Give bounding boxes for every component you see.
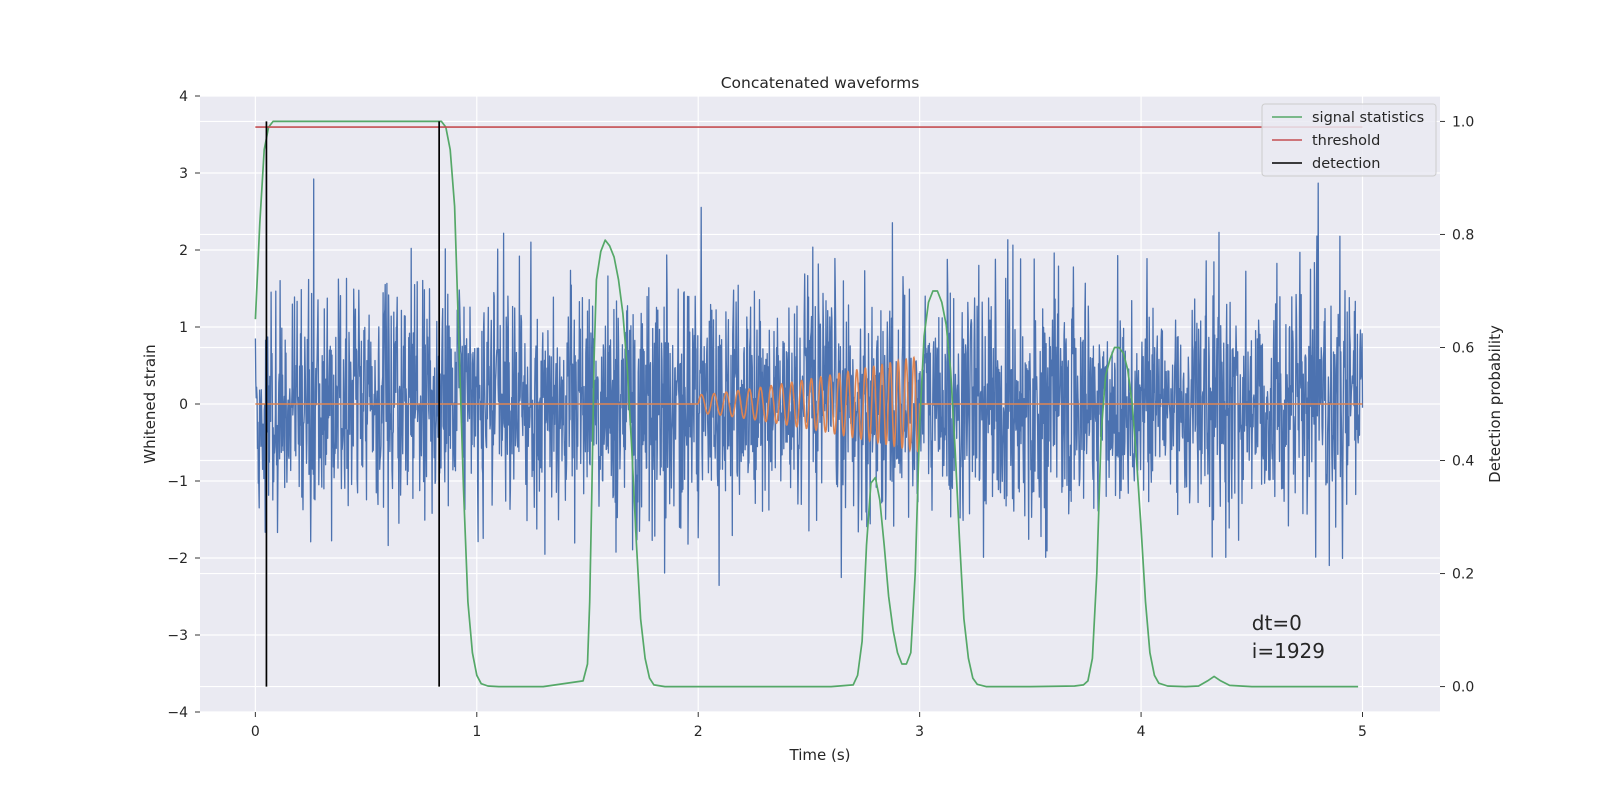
- axis-ticks: 0 1 2 3 4 5 −4 −3 −2 −1 0 1 2 3 4 0.0 0.2 0.4 0.6 0.8 1.0: [167, 89, 1474, 740]
- legend-label-signal-statistics: signal statistics: [1312, 110, 1424, 126]
- y-axis-label: Whitened strain: [141, 344, 159, 463]
- legend-label-threshold: threshold: [1312, 133, 1380, 149]
- signal-statistics-line: [254, 120, 1359, 688]
- template-series: [255, 355, 1363, 453]
- y-tick-label: 4: [179, 89, 188, 105]
- x-tick-label: 1: [472, 724, 481, 740]
- x-tick-label: 0: [251, 724, 260, 740]
- x-axis-label: Time (s): [789, 746, 851, 764]
- y-tick-label: −4: [167, 705, 188, 721]
- y-right-tick-label: 0.4: [1452, 454, 1474, 470]
- y-tick-label: 0: [179, 397, 188, 413]
- legend-label-detection: detection: [1312, 156, 1380, 172]
- chart-title: Concatenated waveforms: [721, 74, 920, 92]
- x-tick-label: 5: [1358, 724, 1367, 740]
- annotation-dt: dt=0: [1252, 611, 1302, 635]
- y-right-tick-label: 1.0: [1452, 114, 1474, 130]
- y-tick-label: −1: [167, 474, 188, 490]
- y-right-tick-label: 0.2: [1452, 567, 1474, 583]
- detection-series: [265, 121, 440, 687]
- y-tick-label: 1: [179, 320, 188, 336]
- x-tick-label: 2: [694, 724, 703, 740]
- signal-statistics-series: [254, 120, 1359, 688]
- y-axis-label-right: Detection probability: [1486, 325, 1504, 483]
- template-line: [255, 355, 1363, 453]
- y-tick-label: −2: [167, 551, 188, 567]
- y-tick-label: 3: [179, 166, 188, 182]
- y-tick-label: −3: [167, 628, 188, 644]
- legend: signal statistics threshold detection: [1261, 103, 1437, 177]
- y-right-tick-label: 0.6: [1452, 340, 1474, 356]
- legend-box: [1261, 103, 1437, 177]
- y-tick-label: 2: [179, 243, 188, 259]
- x-tick-label: 4: [1137, 724, 1146, 740]
- x-tick-label: 3: [915, 724, 924, 740]
- y-right-tick-label: 0.0: [1452, 680, 1474, 696]
- y-right-tick-label: 0.8: [1452, 227, 1474, 243]
- annotation-i: i=1929: [1252, 639, 1325, 663]
